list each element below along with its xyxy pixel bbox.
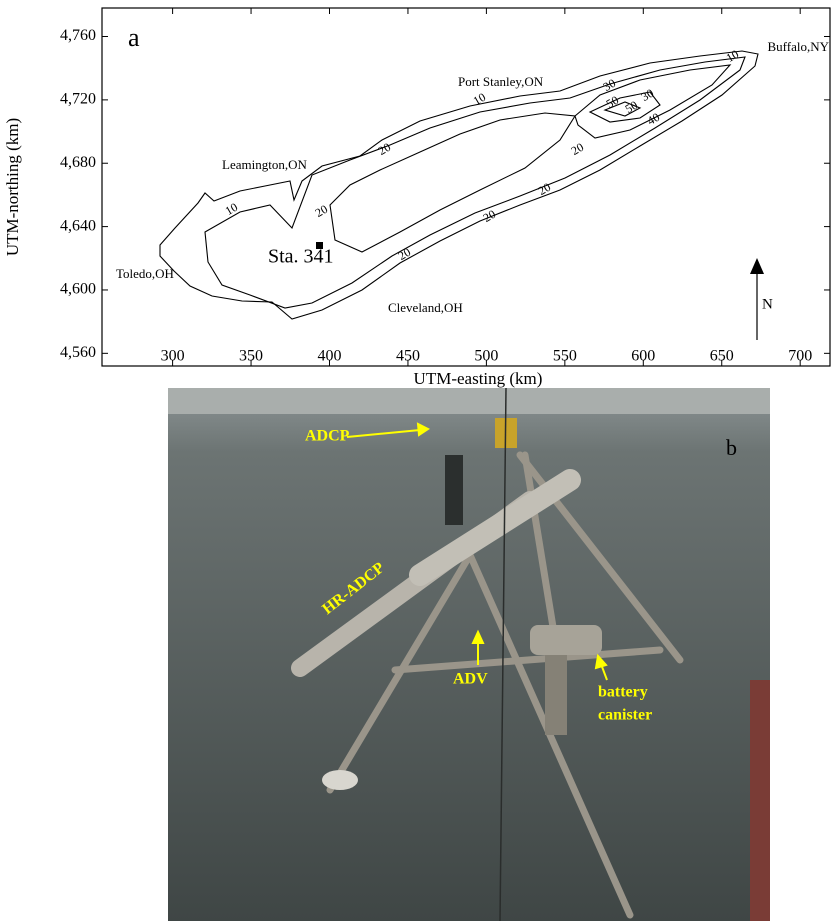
place-label: Leamington,ON [222, 157, 307, 172]
y-tick-label: 4,680 [60, 154, 96, 171]
station-label: Sta. 341 [268, 246, 334, 268]
contour-label: 20 [569, 140, 586, 158]
contour-label: 20 [313, 202, 330, 220]
x-tick-label: 600 [631, 348, 655, 365]
contour-label: 30 [601, 76, 618, 94]
panel-label: b [726, 435, 737, 460]
y-tick-label: 4,640 [60, 217, 96, 234]
lake-outline [160, 51, 758, 319]
contour-label: 10 [223, 200, 240, 218]
x-tick-label: 400 [318, 348, 342, 365]
y-tick-label: 4,560 [60, 344, 96, 361]
contour-label: 50 [623, 98, 640, 116]
map-frame [102, 8, 830, 366]
x-tick-label: 500 [474, 348, 498, 365]
y-tick-label: 4,760 [60, 27, 96, 44]
contour-label: 20 [396, 245, 413, 263]
place-label: Port Stanley,ON [458, 74, 544, 89]
contour-label: 10 [724, 47, 741, 65]
y-tick-label: 4,600 [60, 281, 96, 298]
north-label: N [762, 296, 773, 312]
x-tick-label: 300 [161, 348, 185, 365]
x-tick-label: 450 [396, 348, 420, 365]
x-tick-label: 550 [553, 348, 577, 365]
photo-label: canister [598, 707, 652, 724]
place-label: Cleveland,OH [388, 300, 463, 315]
x-tick-label: 650 [710, 348, 734, 365]
x-axis-label: UTM-easting (km) [414, 369, 543, 388]
contour-label: 30 [639, 86, 656, 104]
y-tick-label: 4,720 [60, 91, 96, 108]
y-axis-label: UTM-northing (km) [3, 118, 22, 256]
place-label: Toledo,OH [116, 266, 174, 281]
contour-label: 50 [604, 93, 621, 111]
photo-label: battery [598, 684, 648, 701]
figure: a UTM-easting (km) UTM-northing (km) Sta… [0, 0, 831, 921]
photo-label: ADV [453, 671, 488, 688]
x-tick-label: 350 [239, 348, 263, 365]
panel-label: a [128, 23, 140, 52]
place-label: Buffalo,NY [767, 39, 829, 54]
photo [168, 388, 770, 921]
photo-label: ADCP [305, 428, 350, 445]
contour-label: 20 [536, 180, 553, 198]
x-tick-label: 700 [788, 348, 812, 365]
